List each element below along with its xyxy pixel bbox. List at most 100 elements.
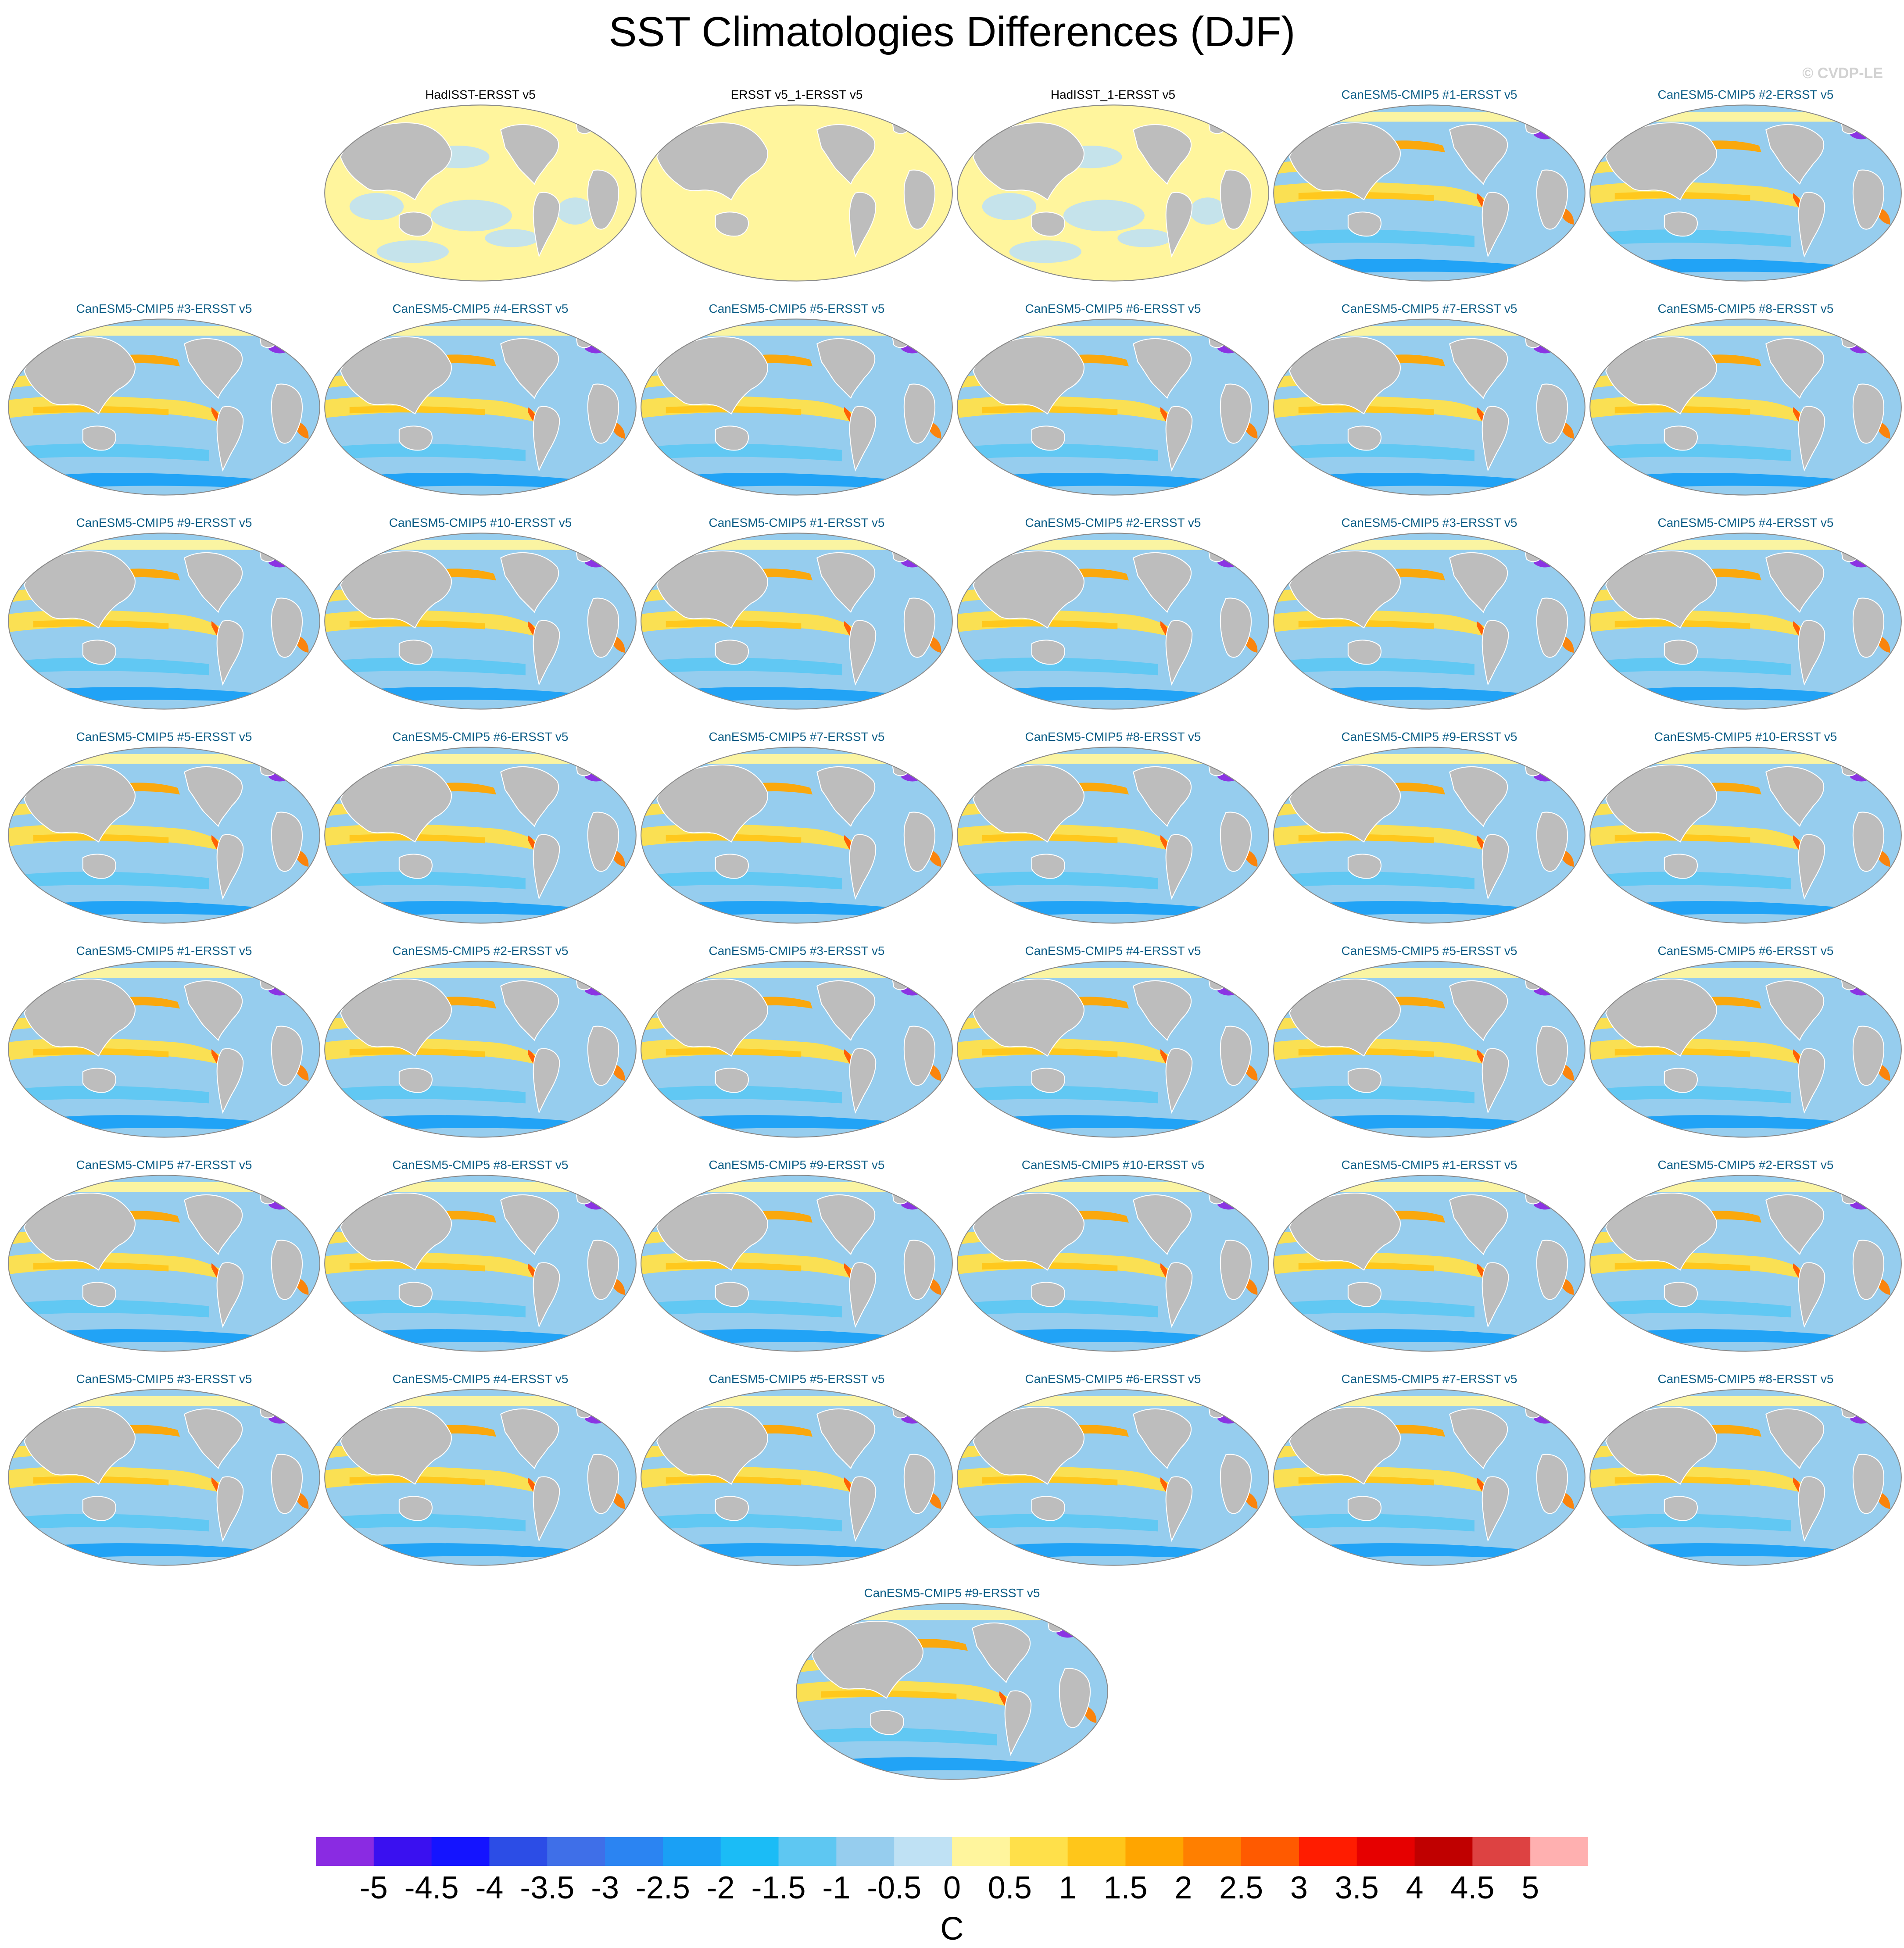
negative-anomaly-patch xyxy=(430,200,512,232)
colorbar-swatch xyxy=(316,1837,374,1866)
map-border xyxy=(641,533,953,710)
map-border xyxy=(641,1389,953,1566)
colorbar-tick-label: 0.5 xyxy=(988,1870,1032,1905)
arctic-band xyxy=(8,968,320,978)
australia-land xyxy=(398,211,433,237)
south-america-land xyxy=(1482,406,1509,472)
australia-land xyxy=(398,1068,433,1093)
south-america-land xyxy=(533,406,560,472)
africa-land xyxy=(271,1454,303,1514)
arctic-band xyxy=(1274,968,1585,978)
arctic-band xyxy=(325,1396,636,1406)
panel-title: CanESM5-CMIP5 #10-ERSST v5 xyxy=(1654,730,1837,743)
map-panel: CanESM5-CMIP5 #10-ERSST v5 xyxy=(955,1158,1271,1364)
south-america-land xyxy=(1004,1690,1032,1756)
map-panel: CanESM5-CMIP5 #7-ERSST v5 xyxy=(1271,1372,1587,1578)
map-border xyxy=(957,318,1269,496)
southern-cool-band xyxy=(1274,1300,1475,1318)
australia-land xyxy=(82,1068,117,1093)
southern-cool-band xyxy=(325,1300,526,1318)
sst-difference-map xyxy=(796,1603,1108,1780)
asia-land xyxy=(1289,550,1401,629)
africa-land xyxy=(587,1454,619,1514)
south-america-land xyxy=(216,1262,244,1328)
north-america-land xyxy=(1133,552,1192,613)
southern-cool-band xyxy=(1590,443,1791,461)
equatorial-warm-core xyxy=(33,1262,169,1272)
equatorial-warm-core xyxy=(982,620,1118,629)
map-panel: CanESM5-CMIP5 #10-ERSST v5 xyxy=(322,516,638,722)
north-america-land xyxy=(1133,338,1192,399)
map-panel: CanESM5-CMIP5 #3-ERSST v5 xyxy=(6,1372,322,1578)
equatorial-warm-core xyxy=(1298,192,1434,201)
arctic-band xyxy=(1590,754,1901,764)
arctic-band xyxy=(1274,111,1585,122)
arctic-band xyxy=(1590,1182,1901,1192)
australia-land xyxy=(1664,1496,1698,1521)
north-america-land xyxy=(1449,1194,1508,1255)
australia-land xyxy=(1347,211,1382,237)
panel-title: CanESM5-CMIP5 #6-ERSST v5 xyxy=(392,730,569,743)
africa-land xyxy=(1220,1026,1252,1086)
map-panel: CanESM5-CMIP5 #6-ERSST v5 xyxy=(322,730,638,936)
australia-land xyxy=(1347,1068,1382,1093)
colorbar-tick-label: -3 xyxy=(591,1870,619,1905)
equatorial-warm-core xyxy=(666,406,802,415)
sst-difference-map xyxy=(1273,318,1585,496)
africa-land xyxy=(271,811,303,872)
south-america-land xyxy=(849,834,877,900)
panel-title: CanESM5-CMIP5 #6-ERSST v5 xyxy=(1025,1372,1201,1386)
asia-land xyxy=(340,978,452,1057)
southern-cool-band xyxy=(957,872,1158,890)
australia-land xyxy=(398,1282,433,1307)
negative-anomaly-patch xyxy=(1063,200,1145,232)
map-panel: HadISST-ERSST v5 xyxy=(322,88,638,294)
asia-land xyxy=(973,1406,1084,1485)
equatorial-warm-core xyxy=(33,406,169,415)
colorbar-tick-label: 1.5 xyxy=(1103,1870,1147,1905)
southern-cool-band xyxy=(8,658,209,676)
africa-land xyxy=(903,383,936,444)
north-america-land xyxy=(184,552,243,613)
equatorial-warm-core xyxy=(349,406,485,415)
south-america-land xyxy=(1482,834,1509,900)
south-america-land xyxy=(849,1476,877,1542)
australia-land xyxy=(715,425,749,451)
sst-difference-map xyxy=(957,961,1269,1138)
arctic-band xyxy=(957,1396,1269,1406)
arctic-band xyxy=(325,325,636,336)
equatorial-warm-core xyxy=(1614,192,1750,201)
map-border xyxy=(8,1175,320,1352)
australia-land xyxy=(1347,854,1382,879)
africa-land xyxy=(1852,1454,1885,1514)
map-panel: CanESM5-CMIP5 #10-ERSST v5 xyxy=(1588,730,1904,936)
africa-land xyxy=(903,597,936,658)
colorbar-tick-label: 4 xyxy=(1406,1870,1424,1905)
panel-title: CanESM5-CMIP5 #2-ERSST v5 xyxy=(1657,88,1834,101)
panel-title: CanESM5-CMIP5 #1-ERSST v5 xyxy=(1341,88,1517,101)
south-america-land xyxy=(1165,1262,1193,1328)
asia-land xyxy=(656,1406,768,1485)
sst-difference-map xyxy=(641,533,953,710)
colorbar-swatch xyxy=(952,1837,1010,1866)
panel-title: CanESM5-CMIP5 #9-ERSST v5 xyxy=(864,1586,1040,1600)
colorbar-swatch xyxy=(894,1837,952,1866)
colorbar-swatch xyxy=(778,1837,837,1866)
south-america-land xyxy=(1482,620,1509,686)
map-border xyxy=(1273,961,1585,1138)
north-america-land xyxy=(1765,338,1825,399)
north-america-land xyxy=(500,980,559,1041)
arctic-band xyxy=(1274,1182,1585,1192)
north-america-land xyxy=(1133,124,1192,185)
panel-title: CanESM5-CMIP5 #3-ERSST v5 xyxy=(1341,516,1517,529)
arctic-band xyxy=(641,754,952,764)
sst-difference-map xyxy=(8,1389,320,1566)
africa-land xyxy=(587,1026,619,1086)
south-america-land xyxy=(1165,192,1193,257)
negative-anomaly-patch xyxy=(1189,197,1226,225)
arctic-band xyxy=(641,325,952,336)
colorbar-swatch xyxy=(1241,1837,1299,1866)
map-border xyxy=(1589,1389,1902,1566)
panel-title: CanESM5-CMIP5 #2-ERSST v5 xyxy=(392,944,569,958)
north-america-land xyxy=(972,1622,1031,1684)
